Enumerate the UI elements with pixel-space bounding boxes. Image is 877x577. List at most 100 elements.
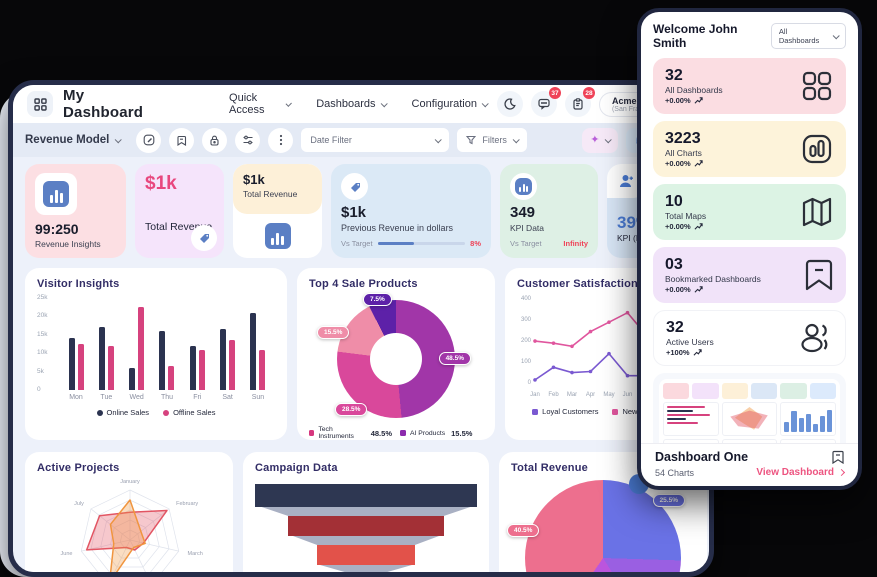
dashboards-filter-select[interactable]: All Dashboards: [770, 23, 846, 49]
legend-online-sales: Online Sales: [96, 408, 149, 417]
svg-text:February: February: [176, 501, 198, 507]
map-icon: [802, 197, 832, 227]
chevron-right-icon: [837, 468, 846, 477]
page-title: My Dashboard: [63, 87, 144, 121]
nav-configuration[interactable]: Configuration: [412, 92, 489, 116]
kpi-value: $1k: [145, 173, 177, 194]
kpi-value: 349: [510, 204, 536, 221]
svg-text:Mar: Mar: [567, 392, 577, 398]
active-projects-card: Active Projects JanuaryFebruaryMarchApri…: [25, 452, 233, 572]
summary-panel: Welcome John Smith All Dashboards 32 All…: [637, 8, 862, 490]
kpi-revenue-insights: 99:250 Revenue Insights: [25, 164, 126, 258]
chart-title: Campaign Data: [255, 462, 338, 474]
kpi-total-revenue: $1k Total Revenue: [135, 164, 224, 258]
chevron-down-icon: [605, 135, 613, 143]
edit-icon: [143, 134, 155, 146]
kpi-total-revenue-2: $1k Total Revenue: [233, 164, 322, 258]
stat-all-dashboards[interactable]: 32 All Dashboards +0.00%: [653, 58, 846, 114]
dashboard-preview-thumbnail[interactable]: [653, 373, 846, 443]
ai-assist-button[interactable]: ✦: [582, 127, 619, 153]
svg-text:March: March: [188, 551, 203, 557]
kpi-value: $1k: [243, 172, 265, 187]
bookmark-icon: [177, 135, 187, 146]
preview-dashboard-title: Dashboard One: [655, 450, 749, 464]
trend-up-icon: [694, 223, 703, 230]
svg-text:0: 0: [528, 380, 532, 386]
kpi-value: $1k: [341, 204, 367, 221]
bookmark-icon: [805, 259, 833, 291]
messages-button[interactable]: 37: [530, 87, 561, 117]
edit-button[interactable]: [136, 127, 162, 153]
chart-title: Total Revenue: [511, 462, 588, 474]
bookmark-button[interactable]: [169, 127, 195, 153]
kpi-label: KPI Data: [510, 223, 545, 233]
slice-label: 25.5%: [652, 494, 685, 507]
svg-text:June: June: [61, 551, 73, 557]
date-filter-select[interactable]: Date Filter: [301, 128, 450, 152]
campaign-funnel-chart: [255, 484, 477, 572]
dark-mode-button[interactable]: [496, 91, 523, 117]
moon-icon: [504, 98, 516, 110]
model-select[interactable]: Revenue Model: [25, 134, 123, 146]
clipboard-icon: [573, 98, 583, 110]
svg-text:Jun: Jun: [623, 392, 633, 398]
chevron-down-icon: [481, 99, 489, 107]
stat-all-charts[interactable]: 3223 All Charts +0.00%: [653, 121, 846, 177]
mini-column-chart: [780, 402, 837, 436]
products-donut-chart: 48.5% 28.5% 15.5% 7.5%: [317, 293, 471, 418]
dashboard-window: My Dashboard Quick Access Dashboards Con…: [8, 80, 714, 577]
chevron-down-icon: [435, 135, 443, 143]
slice-label: 15.5%: [317, 326, 350, 339]
campaign-data-card: Campaign Data: [243, 452, 489, 572]
svg-text:May: May: [603, 392, 614, 398]
mini-radar-chart: [721, 402, 778, 436]
slice-label: 40.5%: [507, 524, 540, 537]
visitor-bar-chart: 0 5k 10k 15k 20k 25k: [37, 294, 275, 393]
svg-text:Jan: Jan: [530, 392, 540, 398]
nav-quick-access[interactable]: Quick Access: [229, 92, 293, 116]
stat-bookmarked-dashboards[interactable]: 03 Bookmarked Dashboards +0.00%: [653, 247, 846, 303]
slice-label: 28.5%: [335, 403, 368, 416]
bookmark-icon[interactable]: [832, 450, 844, 464]
chevron-down-icon: [832, 31, 840, 39]
kpi-previous-revenue: $1k Previous Revenue in dollars Vs Targe…: [331, 164, 491, 258]
target-value: Infinity: [563, 239, 588, 248]
svg-text:January: January: [120, 479, 140, 485]
tag-icon: [191, 225, 217, 251]
nav-dashboards[interactable]: Dashboards: [316, 92, 388, 116]
users-icon: [801, 323, 828, 353]
stat-total-maps[interactable]: 10 Total Maps +0.00%: [653, 184, 846, 240]
chart-title: Top 4 Sale Products: [309, 278, 418, 290]
chart-title: Active Projects: [37, 462, 120, 474]
apps-grid-icon[interactable]: [27, 91, 53, 117]
bar-chart-icon: [510, 173, 537, 200]
slice-label: 48.5%: [438, 352, 471, 365]
tasks-button[interactable]: 28: [564, 87, 595, 117]
view-dashboard-link[interactable]: View Dashboard: [756, 467, 846, 478]
filters-select[interactable]: Filters: [457, 128, 527, 152]
lock-button[interactable]: [202, 127, 228, 153]
charts-count: 54 Charts: [655, 467, 695, 478]
chevron-down-icon: [512, 135, 520, 143]
window-header: My Dashboard Quick Access Dashboards Con…: [13, 85, 709, 123]
sparkle-icon: ✦: [590, 133, 600, 146]
legend-loyal-customers: Loyal Customers: [532, 407, 598, 416]
vs-target-label: Vs Target: [341, 239, 373, 248]
more-options-button[interactable]: [268, 127, 294, 153]
slice-label: 7.5%: [363, 293, 392, 306]
trend-up-icon: [693, 349, 702, 356]
chevron-down-icon: [115, 135, 123, 143]
svg-text:100: 100: [521, 359, 532, 365]
chart-title: Visitor Insights: [37, 278, 120, 290]
stat-active-users[interactable]: 32 Active Users +100%: [653, 310, 846, 366]
svg-text:400: 400: [521, 296, 532, 302]
top-products-card: Top 4 Sale Products 48.5% 28.5% 15.5% 7.…: [297, 268, 495, 440]
kpi-label: Previous Revenue in dollars: [341, 223, 454, 233]
bar-chart-icon: [233, 214, 322, 258]
trend-up-icon: [694, 160, 703, 167]
bar-chart-icon: [35, 173, 77, 215]
chat-icon: [538, 98, 550, 110]
legend-item: Tech Instruments 48.5%: [309, 426, 392, 440]
settings-sliders-button[interactable]: [235, 127, 261, 153]
target-progress-bar: [377, 242, 466, 245]
